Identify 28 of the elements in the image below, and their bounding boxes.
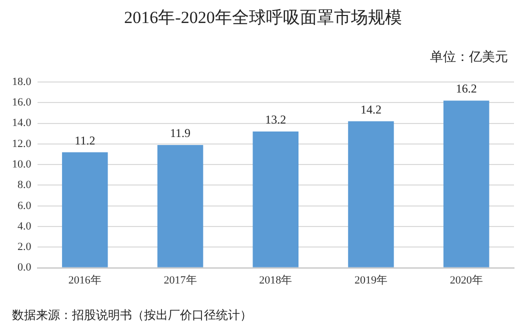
y-tick-label: 2.0 — [18, 241, 32, 254]
chart-title: 2016年-2020年全球呼吸面罩市场规模 — [123, 7, 403, 29]
data-label: 14.2 — [360, 102, 382, 116]
x-tick-label: 2019年 — [354, 274, 388, 286]
y-tick-label: 16.0 — [12, 96, 32, 109]
data-label: 11.9 — [170, 126, 191, 140]
y-tick-label: 4.0 — [18, 220, 32, 232]
data-label: 13.2 — [265, 112, 286, 127]
source-note: 数据来源：招股说明书（按出厂价口径统计） — [12, 307, 252, 324]
bar — [62, 152, 108, 268]
x-tick-label: 2017年 — [164, 274, 197, 286]
y-tick-label: 8.0 — [18, 179, 32, 192]
y-tick-label: 6.0 — [18, 200, 32, 212]
y-tick-label: 18.0 — [12, 76, 32, 88]
bar — [443, 100, 490, 268]
x-tick-label: 2018年 — [259, 274, 292, 286]
bar — [157, 144, 204, 268]
y-axis-title: 单位：亿美元 — [430, 49, 508, 66]
bar — [348, 121, 394, 268]
y-tick-label: 10.0 — [12, 158, 32, 170]
data-label: 16.2 — [456, 82, 477, 96]
data-label: 11.2 — [74, 133, 96, 148]
bar — [252, 132, 299, 268]
x-tick-label: 2016年 — [68, 274, 102, 286]
y-tick-label: 0.0 — [18, 262, 32, 274]
y-tick-label: 14.0 — [12, 117, 32, 130]
x-tick-label: 2020年 — [450, 274, 483, 286]
y-tick-label: 12.0 — [12, 138, 32, 150]
